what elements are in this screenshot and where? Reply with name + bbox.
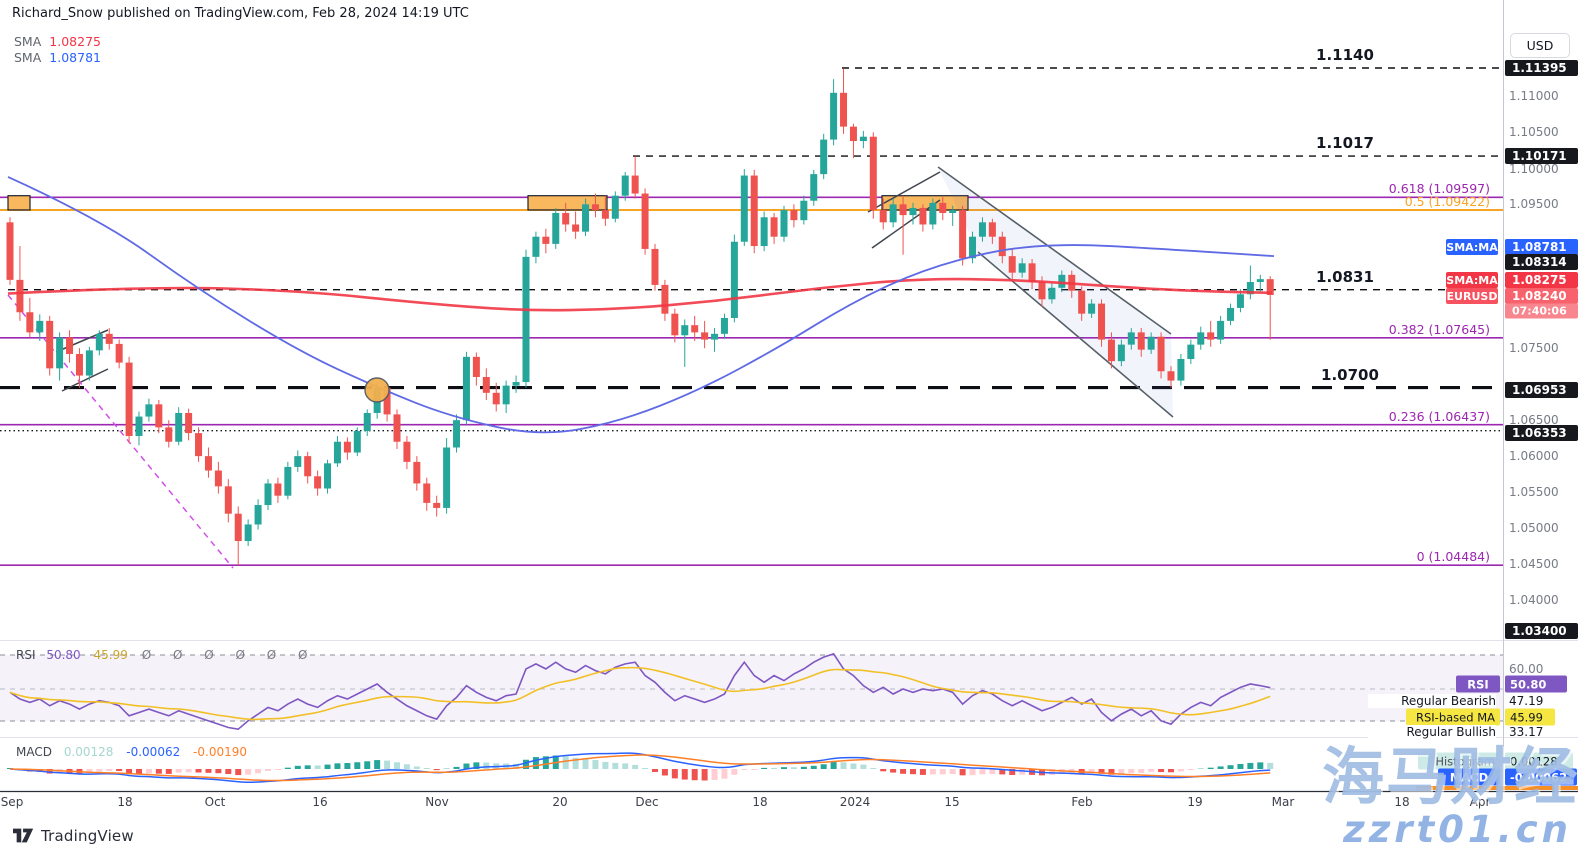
rsi-bearish-label: Regular Bearish: [1368, 694, 1496, 708]
price-axis-label: 1.06000: [1509, 449, 1559, 463]
rsi-value: 50.80: [46, 648, 81, 662]
watermark-url: zzrt01.cn: [1343, 808, 1572, 851]
tradingview-logo-text: TradingView: [41, 827, 134, 845]
price-axis-label: 1.11000: [1509, 89, 1559, 103]
rsi-gridline-label: 60.00: [1509, 662, 1544, 676]
price-axis-badge: 1.08314: [1505, 254, 1578, 270]
publisher-byline: Richard_Snow published on TradingView.co…: [12, 6, 469, 21]
time-axis-label[interactable]: 15: [944, 795, 960, 809]
price-axis-badge: 1.06353: [1505, 425, 1578, 441]
tradingview-logo[interactable]: TradingView: [13, 827, 134, 845]
price-axis-label: 1.04500: [1509, 557, 1559, 571]
macd-title: MACD: [16, 745, 52, 759]
time-axis-label[interactable]: Nov: [425, 795, 449, 809]
currency-selector[interactable]: USD: [1510, 33, 1570, 58]
sma-slow-value: 1.08781: [49, 50, 101, 65]
rsi-empty-params: Ø Ø Ø Ø Ø Ø: [141, 648, 317, 662]
price-axis-label: 1.05000: [1509, 521, 1559, 535]
macd-line-value: -0.00062: [126, 745, 181, 759]
sma-slow-label: SMA: [14, 50, 42, 65]
key-level-label: 1.0700: [1321, 365, 1379, 384]
plot-value-badge: SMA:MA: [1446, 239, 1498, 255]
plot-value-badge: SMA:MA: [1446, 272, 1498, 288]
price-axis-badge: 1.11395: [1505, 60, 1578, 76]
macd-value-badge: -0.00062: [1505, 768, 1577, 786]
tradingview-logo-icon: [13, 828, 34, 843]
macd-badge: MACD: [1438, 768, 1500, 786]
rsi-title: RSI: [16, 648, 36, 662]
price-axis-badge: 1.08781: [1505, 239, 1578, 255]
price-axis-label: 1.09500: [1509, 197, 1559, 211]
price-axis-label: 1.05500: [1509, 485, 1559, 499]
rsi-ma-value-badge: 45.99: [1505, 708, 1555, 726]
time-axis-label[interactable]: 2024: [839, 795, 871, 809]
price-axis-badge: 07:40:06: [1505, 303, 1578, 319]
watermark-cjk: 海马财经: [1321, 740, 1578, 813]
fib-level-label: 0.382 (1.07645): [1388, 321, 1490, 337]
price-axis-badge: 1.08275: [1505, 272, 1578, 288]
rsi-ma-badge: RSI-based MA: [1406, 708, 1500, 726]
rsi-bullish-label: Regular Bullish: [1368, 725, 1496, 739]
candles: [6, 68, 1274, 566]
price-axis-badge: 1.03400: [1505, 623, 1578, 639]
time-axis-label[interactable]: Mar: [1271, 795, 1295, 809]
rsi-bullish-value: 33.17: [1509, 725, 1544, 739]
key-level-label: 1.1140: [1316, 46, 1374, 64]
time-axis-label[interactable]: Sep: [0, 795, 24, 809]
fib-level-label: 0.236 (1.06437): [1388, 408, 1490, 424]
price-axis-badge: 1.08240: [1505, 288, 1578, 304]
macd-histogram-value-badge: 0.00128: [1505, 752, 1573, 770]
time-axis-label[interactable]: 18: [1394, 795, 1410, 809]
time-axis-label[interactable]: Apr: [1469, 795, 1491, 809]
plot-value-badge: EURUSD: [1446, 288, 1498, 304]
price-axis-label: 1.06500: [1509, 413, 1559, 427]
time-axis-label[interactable]: 20: [552, 795, 568, 809]
time-axis-label[interactable]: Oct: [204, 795, 226, 809]
price-axis-label: 1.10500: [1509, 125, 1559, 139]
price-axis-badge: 1.06953: [1505, 382, 1578, 398]
legend-sma-fast[interactable]: SMA 1.08275: [14, 34, 101, 49]
sma-fast-label: SMA: [14, 34, 42, 49]
signal-badge-clipped: [1416, 786, 1578, 790]
price-axis-label: 1.07500: [1509, 341, 1559, 355]
legend-sma-slow[interactable]: SMA 1.08781: [14, 50, 101, 65]
key-level-label: 1.1017: [1316, 134, 1374, 153]
price-axis-badge: 1.10171: [1505, 148, 1578, 164]
fib-level-label: 0.618 (1.09597): [1388, 181, 1490, 197]
time-axis-label[interactable]: Feb: [1071, 795, 1093, 809]
price-axis-label: 1.04000: [1509, 593, 1559, 607]
macd-hist-value: 0.00128: [63, 745, 114, 759]
time-axis-label[interactable]: 16: [312, 795, 328, 809]
macd-pane-header[interactable]: MACD 0.00128 -0.00062 -0.00190: [16, 745, 247, 759]
fib-level-label: 0 (1.04484): [1416, 549, 1490, 565]
rsi-value-badge: 50.80: [1505, 675, 1567, 693]
rsi-ma-value: 45.99: [93, 648, 128, 662]
macd-histogram: [7, 755, 1274, 781]
time-axis-label[interactable]: 18: [752, 795, 768, 809]
price-axis-label: 1.10000: [1509, 162, 1559, 176]
key-level-label: 1.0831: [1316, 267, 1374, 286]
macd-signal-value: -0.00190: [193, 745, 247, 759]
time-axis-label[interactable]: 18: [117, 795, 133, 809]
rsi-pane-header[interactable]: RSI 50.80 45.99 Ø Ø Ø Ø Ø Ø: [16, 648, 316, 662]
time-axis-label[interactable]: Dec: [635, 795, 659, 809]
sma-fast-value: 1.08275: [49, 34, 101, 49]
time-axis-label[interactable]: 19: [1187, 795, 1203, 809]
fib-level-label: 0.5 (1.09422): [1404, 193, 1490, 209]
macd-histogram-badge: Histogram: [1418, 752, 1500, 770]
rsi-bearish-value: 47.19: [1509, 694, 1544, 708]
rsi-line-badge: RSI: [1456, 675, 1500, 693]
